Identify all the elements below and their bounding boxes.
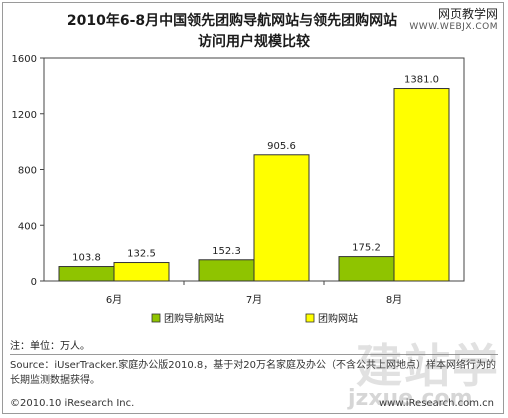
y-tick-label: 800 [18,166,37,177]
chart-title-line-1: 2010年6-8月中国领先团购导航网站与领先团购网站 [66,13,398,29]
watermark-top-url: WWW.WEBJX.COM [409,22,498,32]
bar-navigation [338,256,395,282]
bar-groupbuy [253,154,310,282]
legend-swatch [305,313,315,323]
legend-label: 团购网站 [318,312,358,325]
y-tick-label: 1600 [12,54,37,65]
watermark-top-cn: 网页教学网 [437,7,498,21]
site-url: www.iResearch.com.cn [379,398,494,409]
y-tick-label: 1200 [12,110,37,121]
x-tick-label: 7月 [246,294,262,306]
bar-navigation [198,259,255,282]
unit-note: 注：单位：万人。 [10,341,90,352]
data-label: 132.5 [127,249,156,260]
copyright: ©2010.10 iResearch Inc. [10,398,135,409]
data-label: 1381.0 [404,75,439,86]
data-label: 152.3 [212,246,241,257]
x-tick-label: 8月 [386,294,402,306]
legend-swatch [151,313,161,323]
x-tick-label: 6月 [106,294,122,306]
data-label: 905.6 [267,141,296,152]
bar-groupbuy [393,88,450,282]
divider [10,354,498,355]
watermark-top: 网页教学网 WWW.WEBJX.COM [408,8,498,34]
chart-title-line-2: 访问用户规模比较 [198,34,310,50]
bar-navigation [58,266,115,282]
data-label: 103.8 [72,253,101,264]
bar-chart: 0 400 800 1200 1600 103.8 132.5 6月 152.3 905.6 7月 1… [12,54,465,325]
data-label: 175.2 [352,243,381,254]
legend-label: 团购导航网站 [164,312,224,325]
bar-groupbuy [113,262,170,282]
y-tick-label: 0 [31,277,37,288]
y-tick-label: 400 [18,221,37,232]
source-text: Source：iUserTracker.家庭办公版2010.8，基于对20万名家… [10,360,496,386]
